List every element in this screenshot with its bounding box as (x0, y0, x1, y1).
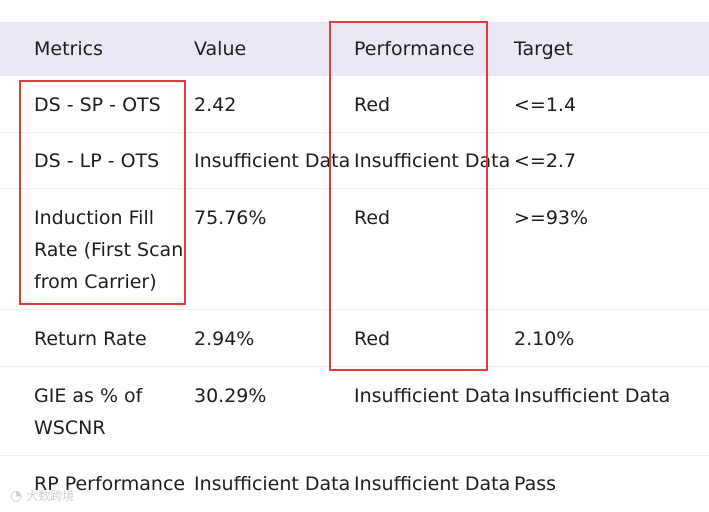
cell-performance: Red (354, 328, 391, 350)
header-performance: Performance (354, 38, 475, 60)
row-divider (0, 309, 709, 310)
cell-value: 2.94% (194, 328, 255, 350)
cell-target: <=2.7 (514, 150, 577, 172)
row-divider (0, 188, 709, 189)
header-value: Value (194, 38, 247, 60)
weibo-logo-icon: ◔ (10, 488, 23, 504)
header-metrics: Metrics (34, 38, 103, 60)
row-divider (0, 455, 709, 456)
cell-performance: Insufficient Data (354, 150, 511, 172)
cell-target: <=1.4 (514, 94, 577, 116)
cell-metric: RP Performance (34, 473, 186, 495)
cell-value: Insufficient Data (194, 473, 351, 495)
cell-performance: Red (354, 94, 391, 116)
cell-metric: Induction Fill Rate (First Scan from Car… (34, 207, 184, 293)
cell-metric: GIE as % of WSCNR (34, 385, 143, 439)
watermark: ◔ 大数跨境 (10, 487, 74, 504)
cell-value: 2.42 (194, 94, 237, 116)
metrics-highlight-box (19, 80, 186, 305)
row-divider (0, 132, 709, 133)
cell-performance: Insufficient Data (354, 473, 511, 495)
cell-metric: Return Rate (34, 328, 147, 350)
watermark-text: 大数跨境 (26, 489, 75, 503)
cell-target: Pass (514, 473, 557, 495)
row-divider (0, 366, 709, 367)
cell-value: 30.29% (194, 385, 267, 407)
cell-target: 2.10% (514, 328, 575, 350)
cell-performance: Insufficient Data (354, 385, 511, 407)
performance-highlight-box (329, 21, 488, 371)
cell-value: Insufficient Data (194, 150, 351, 172)
header-target: Target (514, 38, 573, 60)
cell-performance: Red (354, 207, 391, 229)
cell-target: Insufficient Data (514, 385, 671, 407)
cell-target: >=93% (514, 207, 589, 229)
cell-value: 75.76% (194, 207, 267, 229)
cell-metric: DS - SP - OTS (34, 94, 161, 116)
table-header-row: Metrics Value Performance Target (0, 22, 709, 76)
cell-metric: DS - LP - OTS (34, 150, 160, 172)
